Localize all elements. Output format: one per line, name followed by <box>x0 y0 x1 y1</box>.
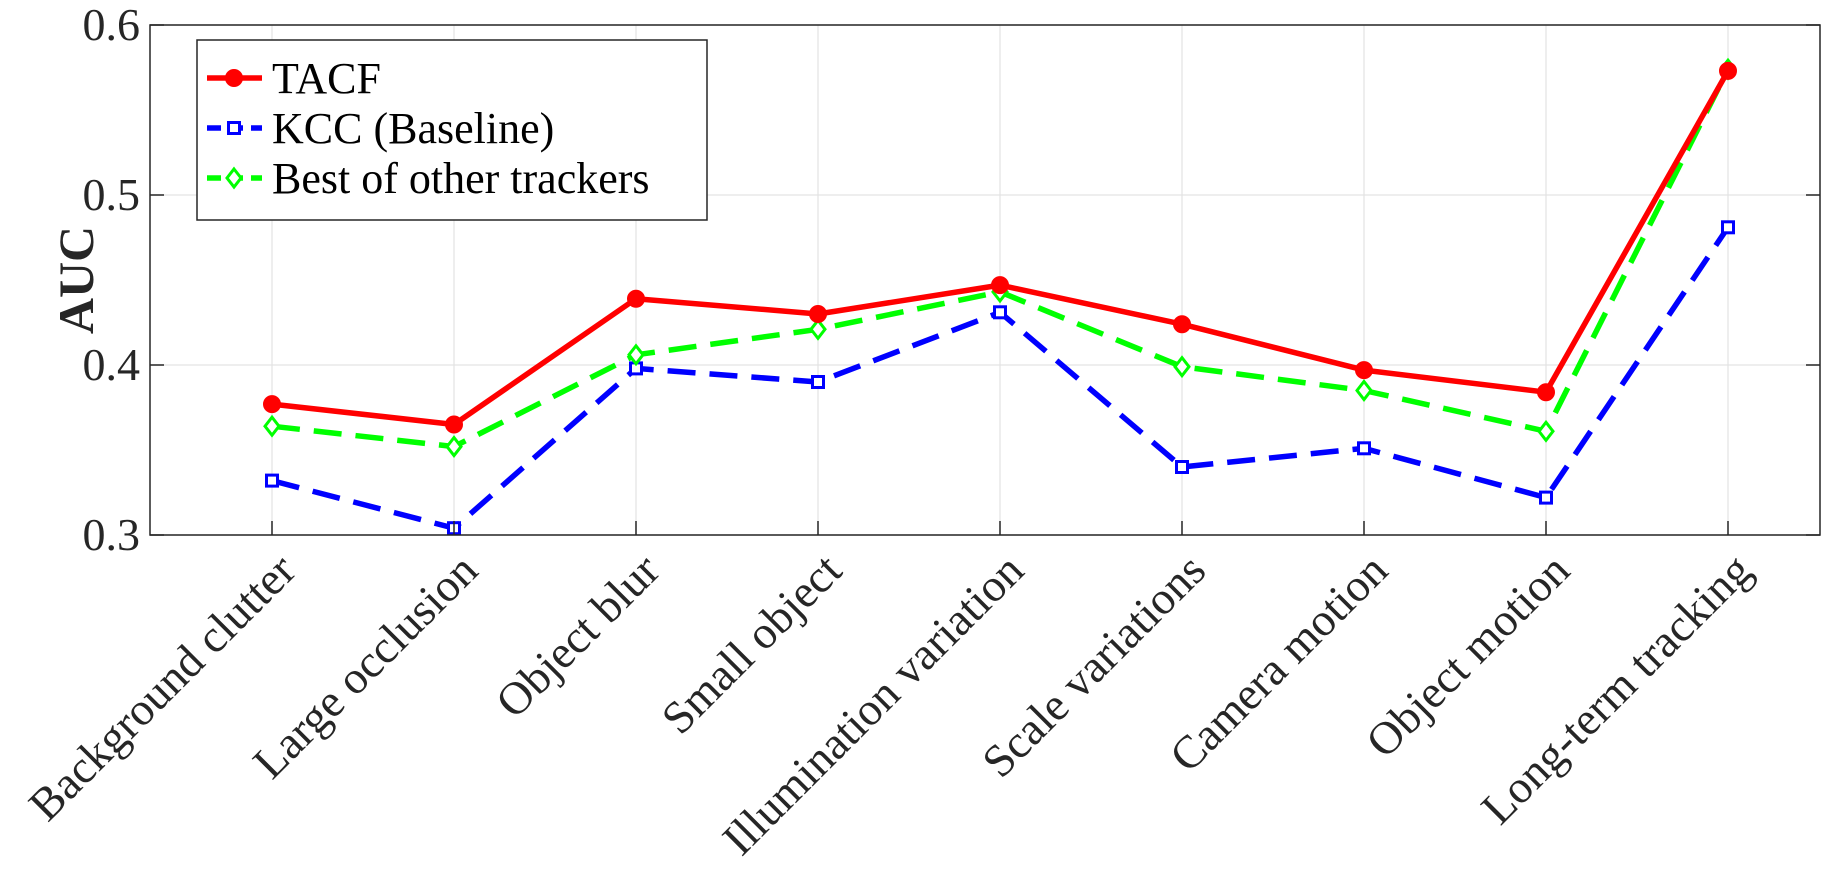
data-point <box>227 121 241 135</box>
y-tick-label: 0.3 <box>83 509 141 560</box>
y-tick-label: 0.5 <box>83 169 141 220</box>
data-point <box>225 69 243 87</box>
data-point <box>265 473 279 488</box>
data-point <box>263 395 281 414</box>
x-tick-label: Illumination variation <box>712 544 1033 865</box>
data-point <box>809 317 827 341</box>
data-point <box>1539 490 1553 505</box>
legend-label: KCC (Baseline) <box>272 104 554 153</box>
data-point <box>1355 361 1373 380</box>
data-point <box>1357 441 1371 456</box>
data-point <box>627 289 645 308</box>
data-point <box>445 415 463 434</box>
data-point <box>809 305 827 323</box>
data-point <box>225 166 243 190</box>
x-tick-label: Object blur <box>486 544 669 727</box>
legend-label: Best of other trackers <box>272 154 650 203</box>
series-1 <box>265 220 1735 536</box>
y-axis-title: AUC <box>48 226 104 334</box>
data-point <box>1355 379 1373 402</box>
data-point <box>1721 220 1735 235</box>
data-point <box>627 343 645 367</box>
legend-label: TACF <box>272 54 381 103</box>
legend-box <box>196 39 708 221</box>
plot-border <box>149 24 1821 536</box>
data-point <box>445 435 463 459</box>
data-point <box>1537 419 1555 443</box>
series-0 <box>263 61 1737 434</box>
y-tick-label: 0.6 <box>83 0 141 50</box>
y-axis-ticks: 0.3 0.4 0.5 0.6 <box>83 0 1820 560</box>
data-point <box>1173 315 1191 334</box>
x-tick-label: Background clutter <box>19 544 305 830</box>
data-point <box>1537 383 1555 402</box>
data-point <box>991 276 1009 295</box>
data-point <box>1719 61 1737 80</box>
x-tick-label: Small object <box>651 544 851 744</box>
y-tick-label: 0.4 <box>83 339 141 390</box>
series-layer <box>263 57 1737 536</box>
data-point <box>811 375 825 389</box>
data-point <box>1175 460 1189 474</box>
data-point <box>263 414 281 438</box>
data-point <box>1173 355 1191 379</box>
data-point <box>993 305 1007 320</box>
